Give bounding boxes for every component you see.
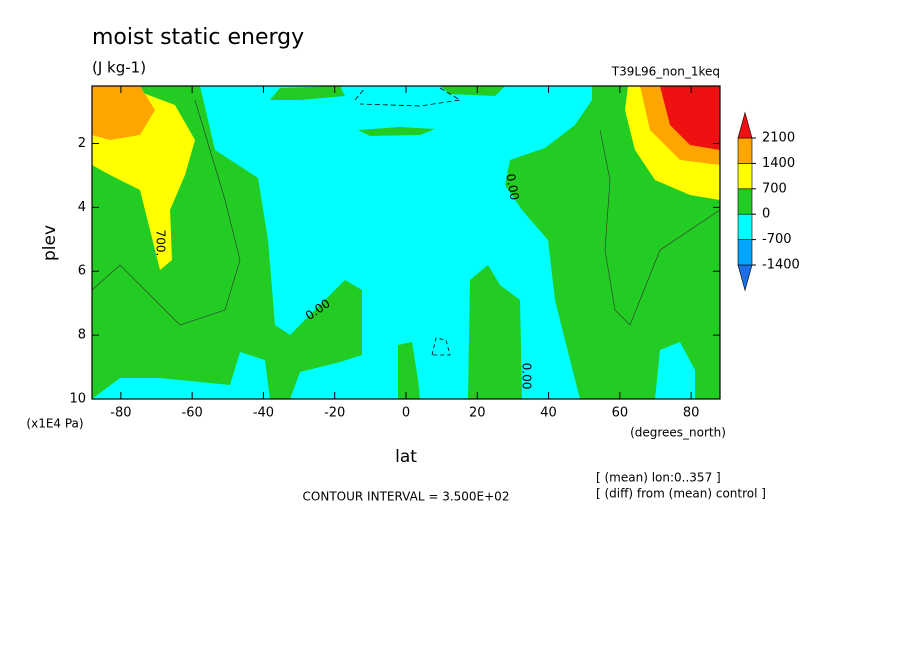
- y-units: (x1E4 Pa): [26, 417, 83, 431]
- colorbar-swatch: [737, 188, 753, 215]
- x-tick-label: -60: [182, 406, 203, 421]
- x-tick-label: 40: [540, 406, 557, 421]
- contour-line: [599, 129, 721, 326]
- dataset-label: T39L96_non_1keq: [611, 65, 720, 79]
- colorbar-label: 1400: [762, 156, 795, 171]
- region: [468, 265, 522, 399]
- contour-label: 700.: [154, 230, 168, 257]
- region: [440, 86, 505, 96]
- region: [270, 86, 345, 100]
- x-tick-label: 0: [402, 406, 410, 421]
- y-tick-label: 4: [78, 200, 86, 215]
- contour-label: 0.00: [503, 173, 521, 202]
- colorbar-label: 0: [762, 207, 770, 222]
- x-axis-label: lat: [395, 447, 417, 467]
- note: [ (diff) from (mean) control ]: [596, 487, 766, 501]
- x-tick-label: -80: [110, 406, 131, 421]
- region: [660, 86, 720, 150]
- contour-line: [91, 99, 241, 326]
- contour-field: [91, 86, 721, 399]
- colorbar-swatch: [737, 163, 753, 190]
- region: [92, 86, 155, 140]
- region: [358, 127, 435, 136]
- contour-line: [431, 337, 451, 356]
- colorbar-label: 2100: [762, 131, 795, 146]
- colorbar-swatch: [737, 239, 753, 266]
- region: [398, 342, 420, 399]
- x-units: (degrees_north): [630, 426, 726, 440]
- y-tick-label: 6: [78, 264, 86, 279]
- region: [655, 342, 695, 399]
- footer: CONTOUR INTERVAL = 3.500E+02: [303, 490, 510, 504]
- x-tick-label: 20: [469, 406, 486, 421]
- y-tick-label: 8: [78, 328, 86, 343]
- x-tick-label: -40: [253, 406, 274, 421]
- note: [ (mean) lon:0..357 ]: [596, 471, 721, 485]
- x-tick-label: 80: [683, 406, 700, 421]
- colorbar-swatch: [737, 111, 753, 139]
- colorbar-swatch: [737, 137, 753, 164]
- y-axis-label: plev: [40, 225, 60, 261]
- colorbar-label: -1400: [762, 258, 800, 273]
- colorbar-label: 700: [762, 181, 787, 196]
- contour-label: 0.00: [520, 363, 534, 390]
- colorbar-swatch: [737, 213, 753, 240]
- colorbar-label: -700: [762, 232, 792, 247]
- x-tick-label: 60: [612, 406, 629, 421]
- subtitle: (J kg-1): [92, 59, 146, 77]
- x-tick-label: -20: [324, 406, 345, 421]
- y-tick-label: 10: [69, 392, 86, 407]
- contour-line: [354, 87, 462, 107]
- y-tick-label: 2: [78, 136, 86, 151]
- chart-title: moist static energy: [92, 25, 304, 50]
- colorbar-swatch: [737, 264, 753, 292]
